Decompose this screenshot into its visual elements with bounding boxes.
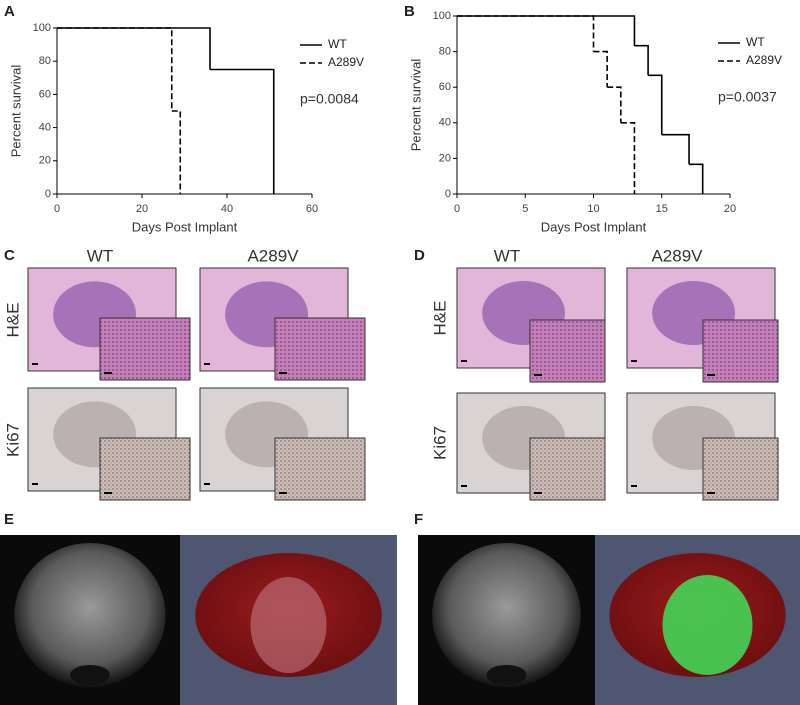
y-tick-label: 100 [433, 10, 451, 22]
scale-bar [534, 374, 542, 376]
scale-bar [707, 374, 715, 376]
survival-step [57, 27, 173, 111]
survival-step [593, 50, 608, 88]
x-tick-label: 5 [522, 203, 528, 215]
legend-label: A289V [746, 53, 782, 67]
survival-step [661, 133, 690, 165]
row-label: Ki67 [3, 423, 22, 457]
scale-bar [534, 492, 542, 494]
ventricle [486, 665, 527, 685]
x-tick-label: 20 [136, 203, 148, 215]
inset [702, 319, 779, 383]
x-tick-label: 60 [306, 203, 318, 215]
survival-step [648, 74, 663, 135]
brain-mri [14, 543, 166, 687]
legend-label: WT [328, 37, 347, 51]
legend-label: A289V [328, 55, 364, 69]
y-tick-label: 20 [39, 155, 51, 167]
row-label: Ki67 [430, 426, 449, 460]
column-label: WT [494, 246, 520, 265]
y-tick-label: 100 [33, 22, 51, 34]
inset [274, 437, 366, 501]
y-tick-label: 0 [445, 188, 451, 200]
inset [529, 437, 606, 501]
p-value: p=0.0037 [718, 89, 777, 105]
survival-step [210, 68, 275, 194]
y-tick-label: 0 [45, 188, 51, 200]
scale-bar [104, 492, 112, 494]
x-tick-label: 20 [724, 203, 736, 215]
scale-bar [461, 360, 467, 362]
inset [529, 319, 606, 383]
x-axis-title: Days Post Implant [132, 219, 238, 234]
scale-bar [204, 483, 210, 485]
panel-letter: B [404, 3, 415, 20]
x-tick-label: 0 [454, 203, 460, 215]
brain-mri [432, 543, 581, 687]
y-tick-label: 40 [439, 117, 451, 129]
y-tick-label: 20 [439, 152, 451, 164]
scale-bar [631, 360, 637, 362]
y-tick-label: 40 [39, 122, 51, 134]
scale-bar [707, 492, 715, 494]
ventricle [70, 665, 110, 685]
x-tick-label: 40 [221, 203, 233, 215]
y-tick-label: 80 [439, 46, 451, 58]
inset [702, 437, 779, 501]
survival-step [607, 86, 622, 123]
column-label: WT [87, 246, 113, 265]
p-value: p=0.0084 [300, 91, 359, 107]
panel-letter: C [4, 247, 15, 264]
y-axis-title: Percent survival [8, 65, 23, 158]
x-axis-title: Days Post Implant [541, 219, 647, 234]
survival-step [689, 163, 704, 194]
scale-bar [204, 363, 210, 365]
y-axis-title: Percent survival [408, 59, 423, 152]
survival-step [457, 15, 595, 52]
panel-letter: E [4, 511, 14, 528]
scale-bar [32, 483, 38, 485]
scale-bar [279, 492, 287, 494]
inset [274, 317, 366, 381]
row-label: H&E [430, 301, 449, 336]
scale-bar [461, 485, 467, 487]
scale-bar [104, 372, 112, 374]
panel-letter: D [414, 247, 425, 264]
survival-step [634, 44, 649, 76]
survival-step [171, 110, 182, 194]
inset [99, 317, 191, 381]
tumor-3d [250, 577, 327, 673]
column-label: A289V [651, 246, 703, 265]
legend-label: WT [746, 35, 765, 49]
inset [99, 437, 191, 501]
row-label: H&E [3, 303, 22, 338]
scale-bar [631, 485, 637, 487]
y-tick-label: 60 [439, 81, 451, 93]
survival-step [457, 15, 636, 46]
y-tick-label: 60 [39, 88, 51, 100]
scale-bar [279, 372, 287, 374]
scale-bar [32, 363, 38, 365]
x-tick-label: 0 [54, 203, 60, 215]
column-label: A289V [247, 246, 299, 265]
y-tick-label: 80 [39, 55, 51, 67]
panel-letter: F [414, 511, 423, 528]
panel-letter: A [4, 3, 15, 20]
x-tick-label: 10 [587, 203, 599, 215]
tumor-3d [662, 575, 753, 675]
x-tick-label: 15 [656, 203, 668, 215]
survival-step [57, 27, 211, 70]
survival-step [620, 122, 636, 194]
